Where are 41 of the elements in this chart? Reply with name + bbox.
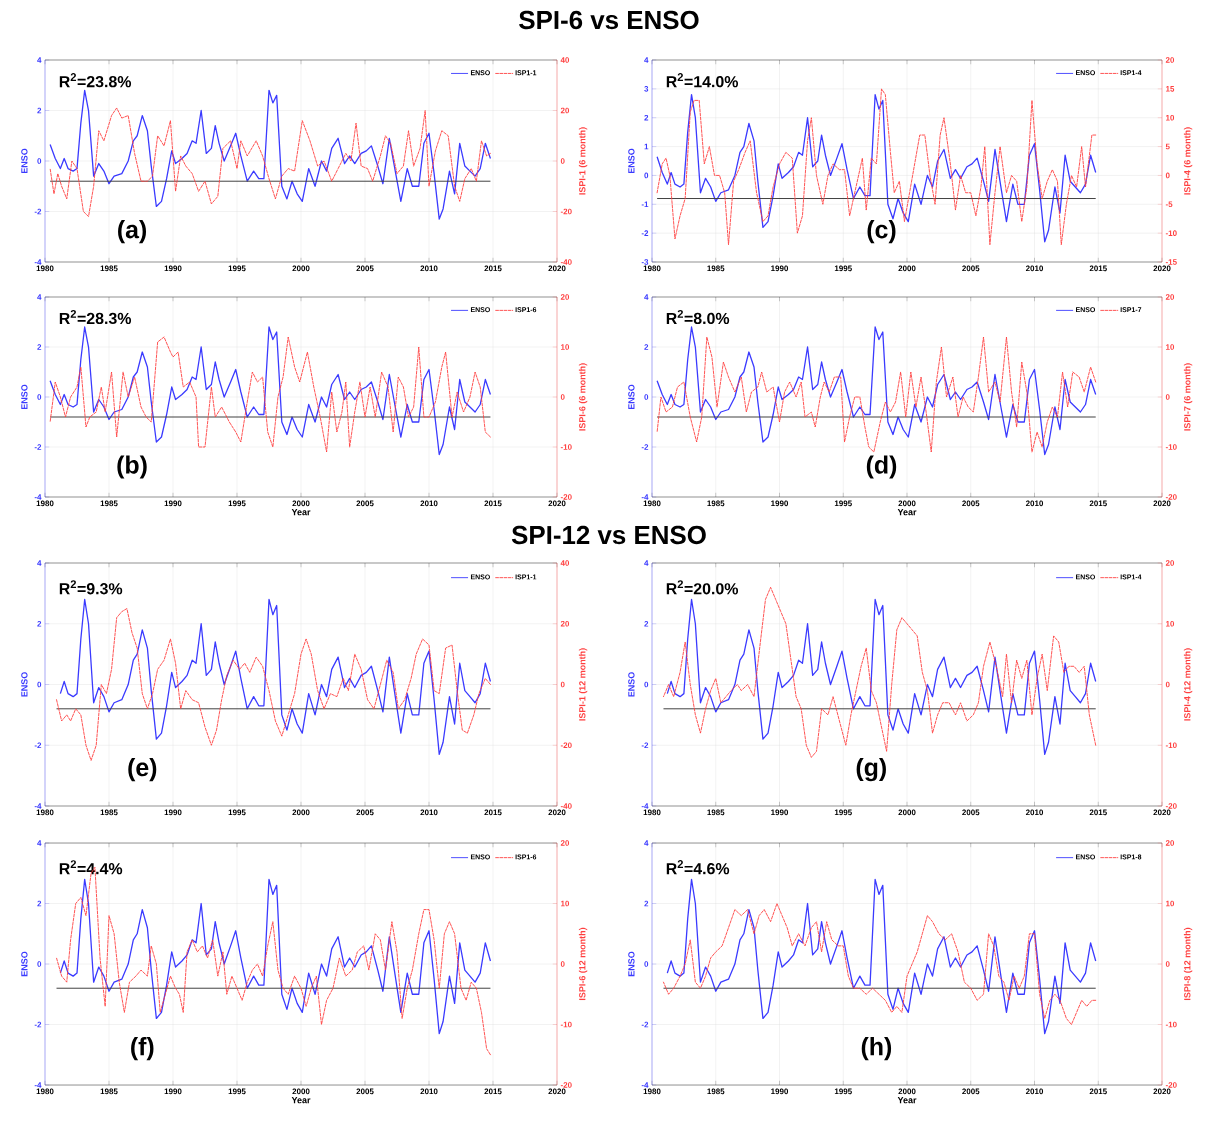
y-axis-title: ENSO xyxy=(21,148,28,174)
y2-axis-title: ISPI-6 (6 month) xyxy=(578,363,588,431)
annotation: (f) xyxy=(131,1037,154,1061)
y-axis-title: ENSO xyxy=(21,672,28,697)
y2-axis-title: ISPI-8 (12 month) xyxy=(1183,927,1193,1001)
annotation: (e) xyxy=(128,757,157,782)
annotation: (b) xyxy=(117,455,147,479)
line-series xyxy=(666,878,1097,1035)
y2-axis-title: ISPI-7 (6 month) xyxy=(1183,363,1193,431)
annotation: R$^{2}$=4.4% xyxy=(59,860,123,875)
line-series xyxy=(49,89,492,220)
annotation: (d) xyxy=(866,455,897,479)
annotation: R$^{2}$=9.3% xyxy=(59,580,123,595)
y-axis-title: ENSO xyxy=(21,384,28,410)
annotation: R$^{2}$=23.8% xyxy=(59,73,132,88)
y2-axis-title: ISPI-1 (12 month) xyxy=(578,648,588,721)
annotation: (g) xyxy=(856,757,886,782)
annotation: (c) xyxy=(867,220,896,244)
annotation: R$^{2}$=28.3% xyxy=(59,309,132,325)
annotation: R$^{2}$=20.0% xyxy=(666,580,739,595)
x-axis-title: Year xyxy=(291,509,311,516)
y-axis-title: ENSO xyxy=(628,951,635,977)
annotation: R$^{2}$=14.0% xyxy=(666,73,739,88)
y2-axis-title: ISPI-4 (6 month) xyxy=(1183,127,1193,195)
y-axis-title: ENSO xyxy=(21,951,28,977)
text: SPI-6 vs ENSO xyxy=(519,10,699,30)
y2-axis-title: ISPI-6 (12 month) xyxy=(578,927,588,1001)
y-axis-title: ENSO xyxy=(628,672,635,697)
x-axis-title: Year xyxy=(897,509,917,516)
annotation: (h) xyxy=(861,1037,892,1061)
y-axis-title: ENSO xyxy=(628,148,635,174)
x-axis-title: Year xyxy=(897,1097,917,1104)
line-series xyxy=(59,878,492,1035)
annotation: R$^{2}$=4.6% xyxy=(666,860,730,875)
y2-axis-title: ISPI-4 (12 month) xyxy=(1183,648,1193,721)
y2-axis-title: ISPI-1 (6 month) xyxy=(578,127,588,195)
annotation: R$^{2}$=8.0% xyxy=(666,309,730,325)
text: SPI-12 vs ENSO xyxy=(511,525,706,545)
x-axis-title: Year xyxy=(291,1097,311,1104)
y-axis-title: ENSO xyxy=(628,384,635,410)
annotation: (a) xyxy=(118,220,147,244)
